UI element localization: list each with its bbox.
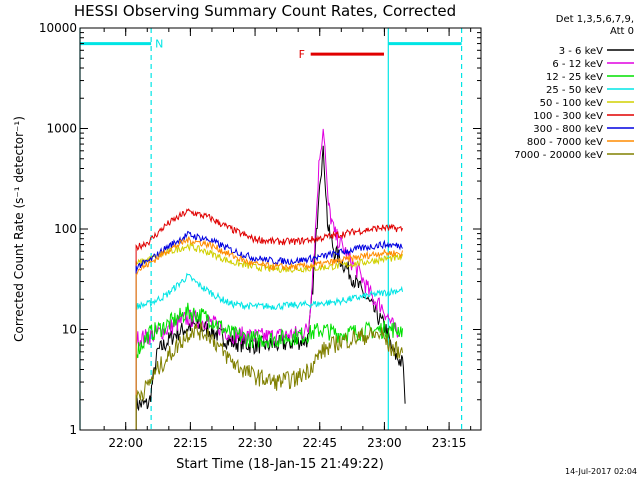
x-axis-label: Start Time (18-Jan-15 21:49:22) — [176, 457, 384, 472]
legend-label: 800 - 7000 keV — [527, 137, 603, 148]
x-tick-label: 22:00 — [108, 436, 143, 450]
x-tick-label: 23:15 — [432, 436, 467, 450]
legend-label: 300 - 800 keV — [533, 124, 603, 135]
y-axis: 1 10 100 1000 10000 — [39, 21, 481, 437]
series-line-6 — [135, 230, 403, 430]
plot-frame — [79, 27, 482, 431]
x-axis: 22:00 22:15 22:30 22:45 23:00 23:15 — [103, 28, 472, 450]
y-tick-label: 100 — [54, 222, 77, 236]
legend-label: 25 - 50 keV — [546, 85, 603, 96]
series-line-1 — [135, 128, 399, 430]
series-line-8 — [135, 321, 403, 430]
series-line-5 — [135, 208, 403, 430]
legend-header-line: Att 0 — [610, 26, 634, 37]
night-annotation-label: N — [155, 38, 163, 51]
legend-label: 50 - 100 keV — [540, 98, 604, 109]
legend-header: Det 1,3,5,6,7,9,Att 0 — [556, 14, 634, 37]
x-tick-label: 22:30 — [238, 436, 273, 450]
y-tick-label: 10 — [62, 323, 77, 337]
legend-label: 6 - 12 keV — [552, 59, 603, 70]
x-tick-label: 22:45 — [302, 436, 337, 450]
y-axis-label: Corrected Count Rate (s⁻¹ detector⁻¹) — [12, 116, 26, 342]
series-line-2 — [135, 302, 403, 430]
legend-label: 7000 - 20000 keV — [514, 150, 603, 161]
legend: 3 - 6 keV 6 - 12 keV 12 - 25 keV 25 - 50 ke… — [514, 46, 634, 161]
legend-label: 3 - 6 keV — [559, 46, 603, 57]
chart-title: HESSI Observing Summary Count Rates, Cor… — [74, 2, 456, 20]
legend-label: 100 - 300 keV — [533, 111, 603, 122]
x-tick-label: 23:00 — [367, 436, 402, 450]
series-line-3 — [135, 272, 403, 430]
data-gap-lines — [79, 28, 463, 430]
legend-label: 12 - 25 keV — [546, 72, 603, 83]
plot-area: NF — [79, 27, 482, 431]
legend-header-line: Det 1,3,5,6,7,9, — [556, 14, 634, 25]
y-tick-label: 10000 — [39, 21, 77, 35]
timestamp: 14-Jul-2017 02:04 — [565, 467, 637, 476]
series-group — [135, 128, 406, 430]
series-line-0 — [135, 145, 406, 430]
flare-annotation-label: F — [299, 48, 305, 61]
annotation-bars: NF — [80, 38, 462, 61]
y-tick-label: 1000 — [46, 122, 77, 136]
x-tick-label: 22:15 — [173, 436, 208, 450]
y-tick-label: 1 — [69, 423, 77, 437]
series-line-7 — [135, 236, 403, 430]
series-line-4 — [135, 241, 403, 430]
